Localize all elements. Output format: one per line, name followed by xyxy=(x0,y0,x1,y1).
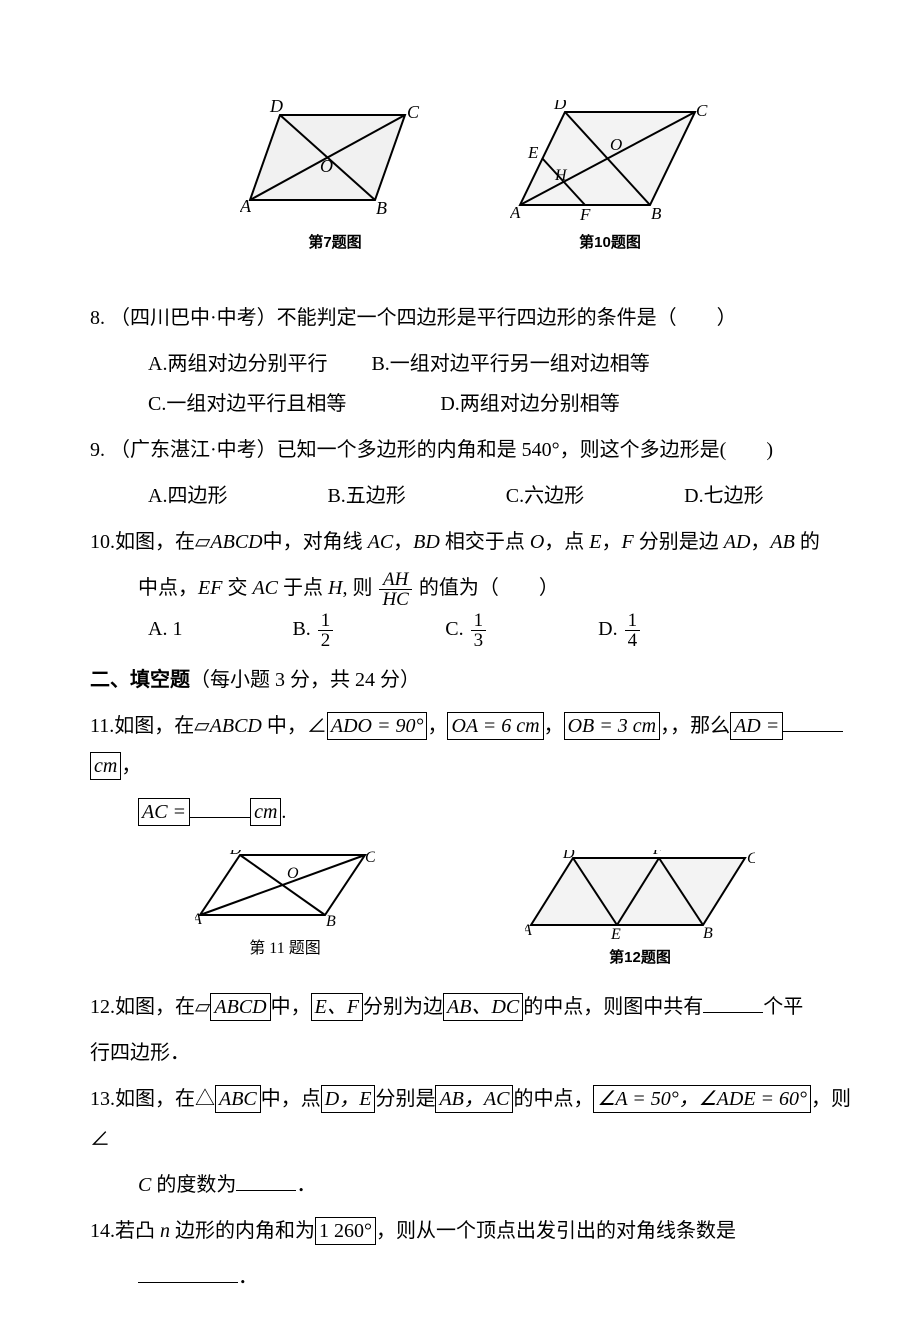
q9-A: A.四边形 xyxy=(148,476,227,516)
svg-text:F: F xyxy=(579,205,591,224)
q11-caption: 第 11 题图 xyxy=(249,933,320,965)
q12: 12.如图，在▱ABCD中，E、F分别为边AB、DC的中点，则图中共有个平 xyxy=(90,987,860,1027)
svg-text:O: O xyxy=(287,865,299,882)
q10-svg: D C A B E F H O xyxy=(510,100,710,225)
q8-A: A.两组对边分别平行 xyxy=(148,344,327,384)
svg-text:E: E xyxy=(610,926,621,940)
svg-text:D: D xyxy=(229,850,242,858)
q10-C: C. 13 xyxy=(445,609,488,650)
q10-options: A. 1 B. 12 C. 13 D. 14 xyxy=(90,609,860,650)
q13-blank xyxy=(236,1171,296,1191)
q8: 8. （四川巴中·中考）不能判定一个四边形是平行四边形的条件是（ ） xyxy=(90,298,860,338)
q11: 11.如图，在▱ABCD 中，∠ADO = 90°，OA = 6 cm，OB =… xyxy=(90,706,860,786)
svg-text:D: D xyxy=(553,100,567,113)
q11-svg: D C A B O xyxy=(195,850,375,930)
q9-D: D.七边形 xyxy=(684,476,763,516)
q12-line2: 行四边形． xyxy=(90,1033,860,1073)
q8-B: B.一组对边平行另一组对边相等 xyxy=(371,344,649,384)
q11-blank2 xyxy=(190,798,250,818)
q10-D: D. 14 xyxy=(598,609,642,650)
figure-q11: D C A B O 第 11 题图 xyxy=(195,850,375,973)
q11-blank1 xyxy=(783,712,843,732)
svg-text:C: C xyxy=(407,102,420,122)
q10: 10.如图，在▱ABCD中，对角线 AC，BD 相交于点 O，点 E，F 分别是… xyxy=(90,522,860,562)
svg-text:A: A xyxy=(525,922,532,939)
svg-text:A: A xyxy=(510,203,521,222)
svg-text:B: B xyxy=(651,204,662,223)
svg-text:B: B xyxy=(376,198,387,218)
q14-blank xyxy=(138,1263,238,1283)
figures-q7-q10: D C A B O 第7题图 D C A B E F H O 第10题图 xyxy=(90,100,860,258)
svg-text:B: B xyxy=(326,913,336,930)
svg-text:C: C xyxy=(365,850,375,866)
q12-blank xyxy=(703,993,763,1013)
svg-text:O: O xyxy=(320,156,333,176)
svg-text:E: E xyxy=(527,143,539,162)
q12-svg: D C A B F E xyxy=(525,850,755,940)
figure-q10: D C A B E F H O 第10题图 xyxy=(510,100,710,258)
svg-text:A: A xyxy=(240,196,252,216)
q11-line2: AC =cm. xyxy=(90,792,860,832)
q8-C: C.一组对边平行且相等 xyxy=(148,384,346,424)
frac-ah-hc: AHHC xyxy=(379,570,411,609)
svg-text:D: D xyxy=(269,100,283,116)
q9-options: A.四边形 B.五边形 C.六边形 D.七边形 xyxy=(90,476,860,516)
q12-caption: 第12题图 xyxy=(609,943,671,973)
figure-q7: D C A B O 第7题图 xyxy=(240,100,430,258)
q10-A: A. 1 xyxy=(148,609,182,650)
svg-text:D: D xyxy=(562,850,575,862)
figures-q11-q12: D C A B O 第 11 题图 D C A B F E 第12题图 xyxy=(90,850,860,973)
q10-caption: 第10题图 xyxy=(579,228,641,258)
svg-text:A: A xyxy=(195,911,202,928)
q14: 14.若凸 n 边形的内角和为1 260°，则从一个顶点出发引出的对角线条数是 xyxy=(90,1211,860,1251)
svg-text:C: C xyxy=(747,850,755,867)
figure-q12: D C A B F E 第12题图 xyxy=(525,850,755,973)
section-2: 二、填空题（每小题 3 分，共 24 分） xyxy=(90,660,860,700)
svg-text:O: O xyxy=(610,135,622,154)
q9-stem: （广东湛江·中考）已知一个多边形的内角和是 540°，则这个多边形是( ) xyxy=(110,439,773,461)
q7-caption: 第7题图 xyxy=(308,228,361,258)
svg-text:F: F xyxy=(652,850,663,858)
q13: 13.如图，在△ABC中，点D，E分别是AB，AC的中点，∠A = 50°，∠A… xyxy=(90,1079,860,1159)
q8-options-2: C.一组对边平行且相等 D.两组对边分别相等 xyxy=(90,384,860,424)
svg-text:B: B xyxy=(703,925,713,940)
q9-C: C.六边形 xyxy=(506,476,584,516)
q9-B: B.五边形 xyxy=(327,476,405,516)
q10-B: B. 12 xyxy=(292,609,335,650)
q14-line2: ． xyxy=(90,1257,860,1297)
svg-text:H: H xyxy=(554,167,568,184)
svg-text:C: C xyxy=(696,101,708,120)
q13-line2: C 的度数为． xyxy=(90,1165,860,1205)
q8-stem: （四川巴中·中考）不能判定一个四边形是平行四边形的条件是（ ） xyxy=(110,307,737,329)
q10-line2: 中点，EF 交 AC 于点 H, 则 AHHC 的值为（ ） xyxy=(90,568,860,609)
q7-svg: D C A B O xyxy=(240,100,430,225)
q8-D: D.两组对边分别相等 xyxy=(440,384,619,424)
q8-options: A.两组对边分别平行 B.一组对边平行另一组对边相等 xyxy=(90,344,860,384)
q9: 9. （广东湛江·中考）已知一个多边形的内角和是 540°，则这个多边形是( ) xyxy=(90,430,860,470)
